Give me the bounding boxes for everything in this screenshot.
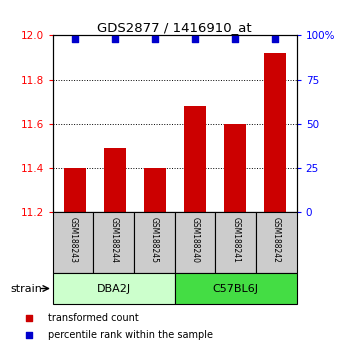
Text: strain: strain: [11, 284, 43, 293]
Title: GDS2877 / 1416910_at: GDS2877 / 1416910_at: [98, 21, 252, 34]
Text: GSM188243: GSM188243: [69, 217, 78, 263]
Point: [112, 36, 118, 42]
Point: [272, 36, 277, 42]
Bar: [184, 106, 206, 212]
Text: DBA2J: DBA2J: [97, 284, 131, 293]
Text: GSM188241: GSM188241: [231, 217, 240, 263]
Bar: [224, 124, 246, 212]
Text: GSM188245: GSM188245: [150, 217, 159, 263]
Bar: [264, 53, 286, 212]
Bar: [104, 148, 126, 212]
Text: C57BL6J: C57BL6J: [213, 284, 259, 293]
Bar: [53, 273, 175, 304]
Point: [192, 36, 197, 42]
Point: [27, 315, 32, 321]
Point: [152, 36, 158, 42]
Bar: [175, 212, 216, 273]
Text: GSM188244: GSM188244: [109, 217, 118, 263]
Bar: [256, 212, 297, 273]
Point: [232, 36, 237, 42]
Bar: [93, 212, 134, 273]
Bar: [134, 212, 175, 273]
Point: [27, 332, 32, 338]
Text: percentile rank within the sample: percentile rank within the sample: [48, 330, 213, 340]
Bar: [175, 273, 297, 304]
Bar: [53, 212, 93, 273]
Bar: [216, 212, 256, 273]
Text: GSM188240: GSM188240: [191, 217, 199, 263]
Bar: [64, 168, 86, 212]
Point: [72, 36, 78, 42]
Text: transformed count: transformed count: [48, 313, 138, 323]
Text: GSM188242: GSM188242: [272, 217, 281, 263]
Bar: [144, 168, 166, 212]
